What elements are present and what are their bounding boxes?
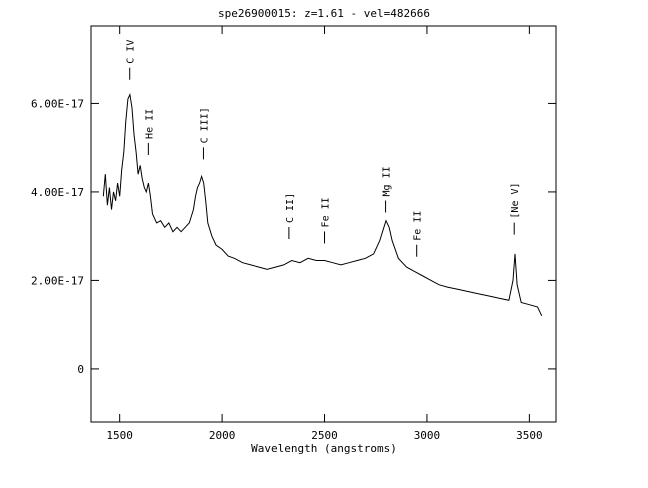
x-tick-label: 2500 <box>311 429 338 442</box>
emission-line-label: Mg II <box>382 166 393 196</box>
spectrum-line <box>102 92 543 317</box>
plot-frame <box>90 25 557 423</box>
x-axis-label: Wavelength (angstroms) <box>251 442 397 455</box>
emission-line-label: Fe II <box>321 197 332 227</box>
emission-line-label: C II] <box>285 193 296 223</box>
emission-line-label: [Ne V] <box>510 182 521 218</box>
x-tick-label: 1500 <box>106 429 133 442</box>
y-axis: 0 2.00E-17 4.00E-17 6.00E-17 <box>31 97 556 376</box>
x-tick-label: 3000 <box>414 429 441 442</box>
y-tick-label: 2.00E-17 <box>31 274 84 287</box>
emission-line-label: C III] <box>199 107 210 143</box>
x-tick-label: 2000 <box>209 429 236 442</box>
emission-line-label: He II <box>144 109 155 139</box>
chart-title: spe26900015: z=1.61 - vel=482666 <box>218 7 430 20</box>
y-tick-label: 0 <box>77 363 84 376</box>
x-axis: 1500 2000 2500 3000 3500 <box>106 26 543 442</box>
emission-line-labels: C IV He II C III] C II] Fe II Mg II Fe II [Ne V… <box>126 40 521 257</box>
y-tick-label: 4.00E-17 <box>31 186 84 199</box>
emission-line-label: Fe II <box>413 211 424 241</box>
emission-line-label: C IV <box>126 40 137 64</box>
y-tick-label: 6.00E-17 <box>31 97 84 110</box>
x-tick-label: 3500 <box>516 429 543 442</box>
